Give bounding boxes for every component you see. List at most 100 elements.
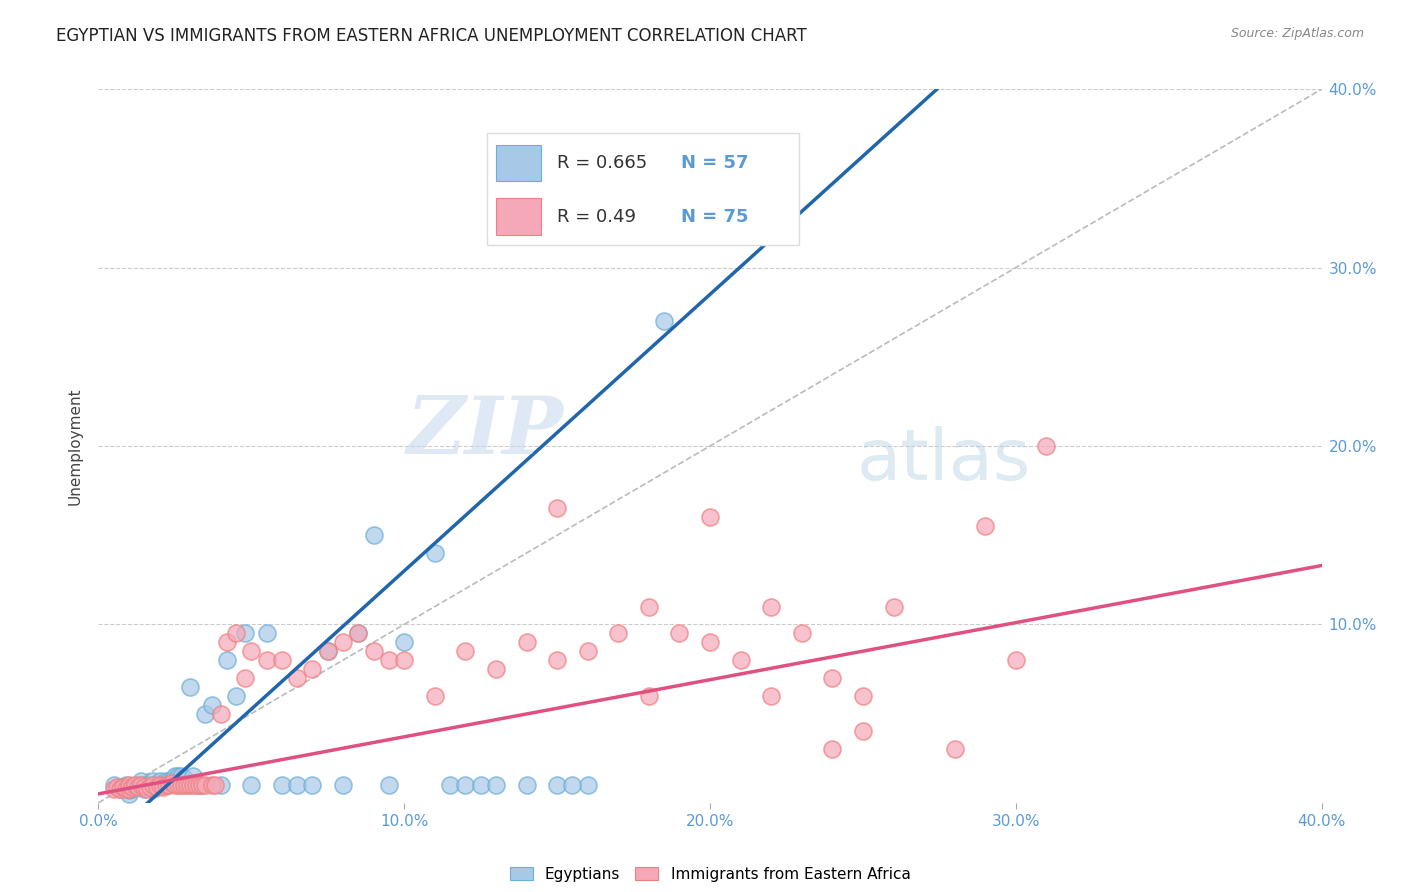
Point [316,644,339,658]
Point [179,680,201,694]
Point [454,644,477,658]
Point [118,778,141,792]
Point [363,644,385,658]
Point [546,778,568,792]
Point [1035,439,1057,453]
Point [316,644,339,658]
Point [115,778,138,792]
Point [576,644,599,658]
Point [103,781,125,796]
Point [332,635,354,649]
Point [301,778,323,792]
Point [188,778,211,792]
Point [200,778,222,792]
Point [167,778,190,792]
Point [215,653,238,667]
Point [607,626,630,640]
Point [516,635,538,649]
Point [121,781,143,796]
Point [392,635,416,649]
Point [118,781,141,796]
Point [256,626,278,640]
Point [145,778,167,792]
Point [943,742,966,756]
Point [852,724,875,739]
Point [730,653,752,667]
Point [157,774,180,789]
Point [240,778,263,792]
Point [170,778,193,792]
Point [204,778,226,792]
Point [160,774,183,789]
Point [240,644,263,658]
Point [759,689,782,703]
Point [173,771,195,785]
Legend: Egyptians, Immigrants from Eastern Africa: Egyptians, Immigrants from Eastern Afric… [503,861,917,888]
Point [470,778,492,792]
Point [347,626,370,640]
Point [546,501,568,516]
Point [155,774,177,789]
Point [108,781,131,796]
Point [285,671,308,685]
Point [163,769,186,783]
Text: EGYPTIAN VS IMMIGRANTS FROM EASTERN AFRICA UNEMPLOYMENT CORRELATION CHART: EGYPTIAN VS IMMIGRANTS FROM EASTERN AFRI… [56,27,807,45]
Point [127,778,149,792]
Point [821,742,844,756]
Point [152,780,174,794]
Point [181,778,204,792]
Point [167,769,190,783]
Point [233,671,256,685]
Point [378,653,401,667]
Point [209,706,232,721]
Point [576,778,599,792]
Point [145,780,167,794]
Point [974,519,997,533]
Point [142,781,165,796]
Point [134,780,156,794]
Point [108,781,131,796]
Point [170,769,193,783]
Point [149,778,172,792]
Point [363,528,385,542]
Point [118,783,141,797]
Point [332,778,354,792]
Point [176,778,198,792]
Point [111,780,134,794]
Point [347,626,370,640]
Point [439,778,461,792]
Point [200,698,222,712]
Point [136,778,159,792]
Point [181,769,204,783]
Point [188,778,211,792]
Point [852,689,875,703]
Point [301,662,323,676]
Point [134,781,156,796]
Point [163,778,186,792]
Point [115,781,138,796]
Point [155,778,177,792]
Point [105,780,128,794]
Point [485,662,508,676]
Text: atlas: atlas [856,425,1031,495]
Point [485,778,508,792]
Point [179,778,201,792]
Point [121,780,143,794]
Point [142,778,165,792]
Point [225,689,247,703]
Point [103,778,125,792]
Point [186,778,208,792]
Point [561,778,583,792]
Point [699,635,721,649]
Text: ZIP: ZIP [406,393,564,470]
Point [157,778,180,792]
Point [759,599,782,614]
Point [139,780,162,794]
Point [790,626,813,640]
Point [225,626,247,640]
Point [454,778,477,792]
Point [821,671,844,685]
Point [270,778,292,792]
Point [516,778,538,792]
Point [124,778,146,792]
